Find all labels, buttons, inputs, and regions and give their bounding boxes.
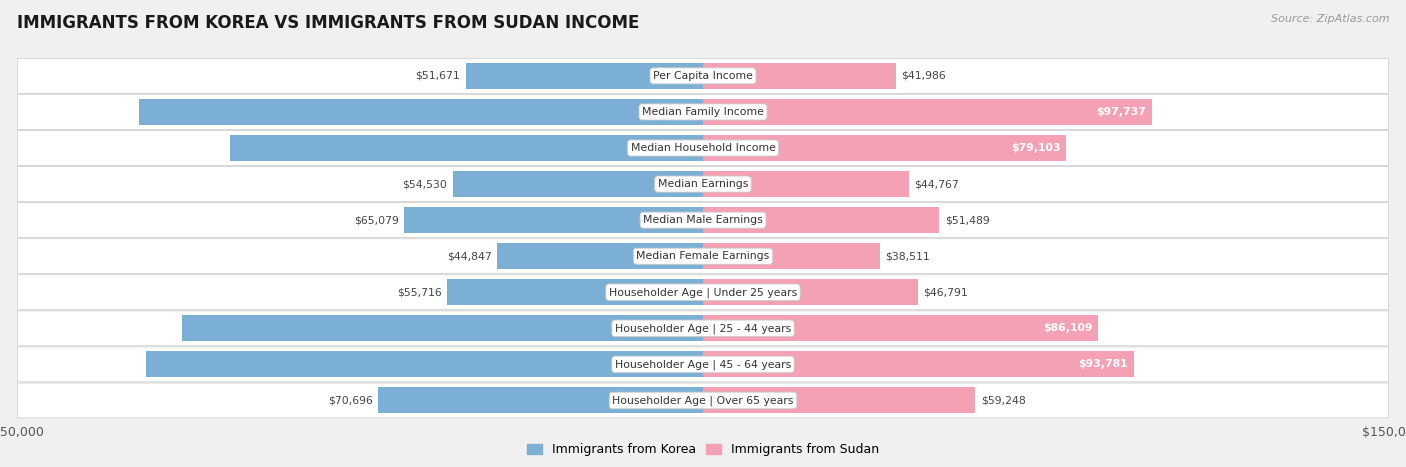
FancyBboxPatch shape [17,167,1389,201]
FancyBboxPatch shape [17,94,1389,129]
FancyBboxPatch shape [17,131,1389,165]
Text: $122,800: $122,800 [681,107,738,117]
Text: Median Earnings: Median Earnings [658,179,748,189]
FancyBboxPatch shape [17,383,1389,418]
Bar [703,99,1152,125]
Text: $93,781: $93,781 [1078,360,1128,369]
Bar [703,388,976,413]
Bar [378,388,703,413]
FancyBboxPatch shape [17,239,1389,274]
Text: $54,530: $54,530 [402,179,447,189]
Bar [703,171,908,197]
Bar [703,63,896,89]
Bar [703,135,1066,161]
Text: Source: ZipAtlas.com: Source: ZipAtlas.com [1271,14,1389,24]
Text: Median Female Earnings: Median Female Earnings [637,251,769,261]
Text: $102,962: $102,962 [685,143,741,153]
Bar [453,171,703,197]
Text: Householder Age | 25 - 44 years: Householder Age | 25 - 44 years [614,323,792,333]
Text: $44,767: $44,767 [914,179,959,189]
Text: $51,671: $51,671 [415,71,460,81]
Text: Householder Age | 45 - 64 years: Householder Age | 45 - 64 years [614,359,792,370]
Bar [183,315,703,341]
Text: Median Male Earnings: Median Male Earnings [643,215,763,225]
FancyBboxPatch shape [17,311,1389,346]
Text: $121,243: $121,243 [681,360,738,369]
Legend: Immigrants from Korea, Immigrants from Sudan: Immigrants from Korea, Immigrants from S… [522,439,884,461]
FancyBboxPatch shape [17,203,1389,238]
Bar [703,243,880,269]
Bar [231,135,703,161]
Bar [146,351,703,377]
Text: Householder Age | Over 65 years: Householder Age | Over 65 years [612,395,794,406]
Text: $70,696: $70,696 [328,396,373,405]
Text: $55,716: $55,716 [396,287,441,297]
FancyBboxPatch shape [17,347,1389,382]
Bar [703,207,939,233]
Text: $86,109: $86,109 [1043,323,1092,333]
Text: $38,511: $38,511 [886,251,931,261]
Text: $113,401: $113,401 [682,323,740,333]
Text: Per Capita Income: Per Capita Income [652,71,754,81]
Bar [703,351,1133,377]
Text: $46,791: $46,791 [924,287,969,297]
Text: Median Household Income: Median Household Income [630,143,776,153]
Bar [703,279,918,305]
Text: $97,737: $97,737 [1097,107,1146,117]
FancyBboxPatch shape [17,58,1389,93]
Bar [703,315,1098,341]
Text: Median Family Income: Median Family Income [643,107,763,117]
Text: $41,986: $41,986 [901,71,946,81]
Text: $44,847: $44,847 [447,251,492,261]
Text: $79,103: $79,103 [1011,143,1060,153]
Bar [465,63,703,89]
Bar [447,279,703,305]
Text: Householder Age | Under 25 years: Householder Age | Under 25 years [609,287,797,297]
Text: $65,079: $65,079 [354,215,398,225]
Text: IMMIGRANTS FROM KOREA VS IMMIGRANTS FROM SUDAN INCOME: IMMIGRANTS FROM KOREA VS IMMIGRANTS FROM… [17,14,640,32]
Text: $51,489: $51,489 [945,215,990,225]
Bar [496,243,703,269]
Bar [139,99,703,125]
Text: $59,248: $59,248 [980,396,1025,405]
Bar [404,207,703,233]
FancyBboxPatch shape [17,275,1389,310]
